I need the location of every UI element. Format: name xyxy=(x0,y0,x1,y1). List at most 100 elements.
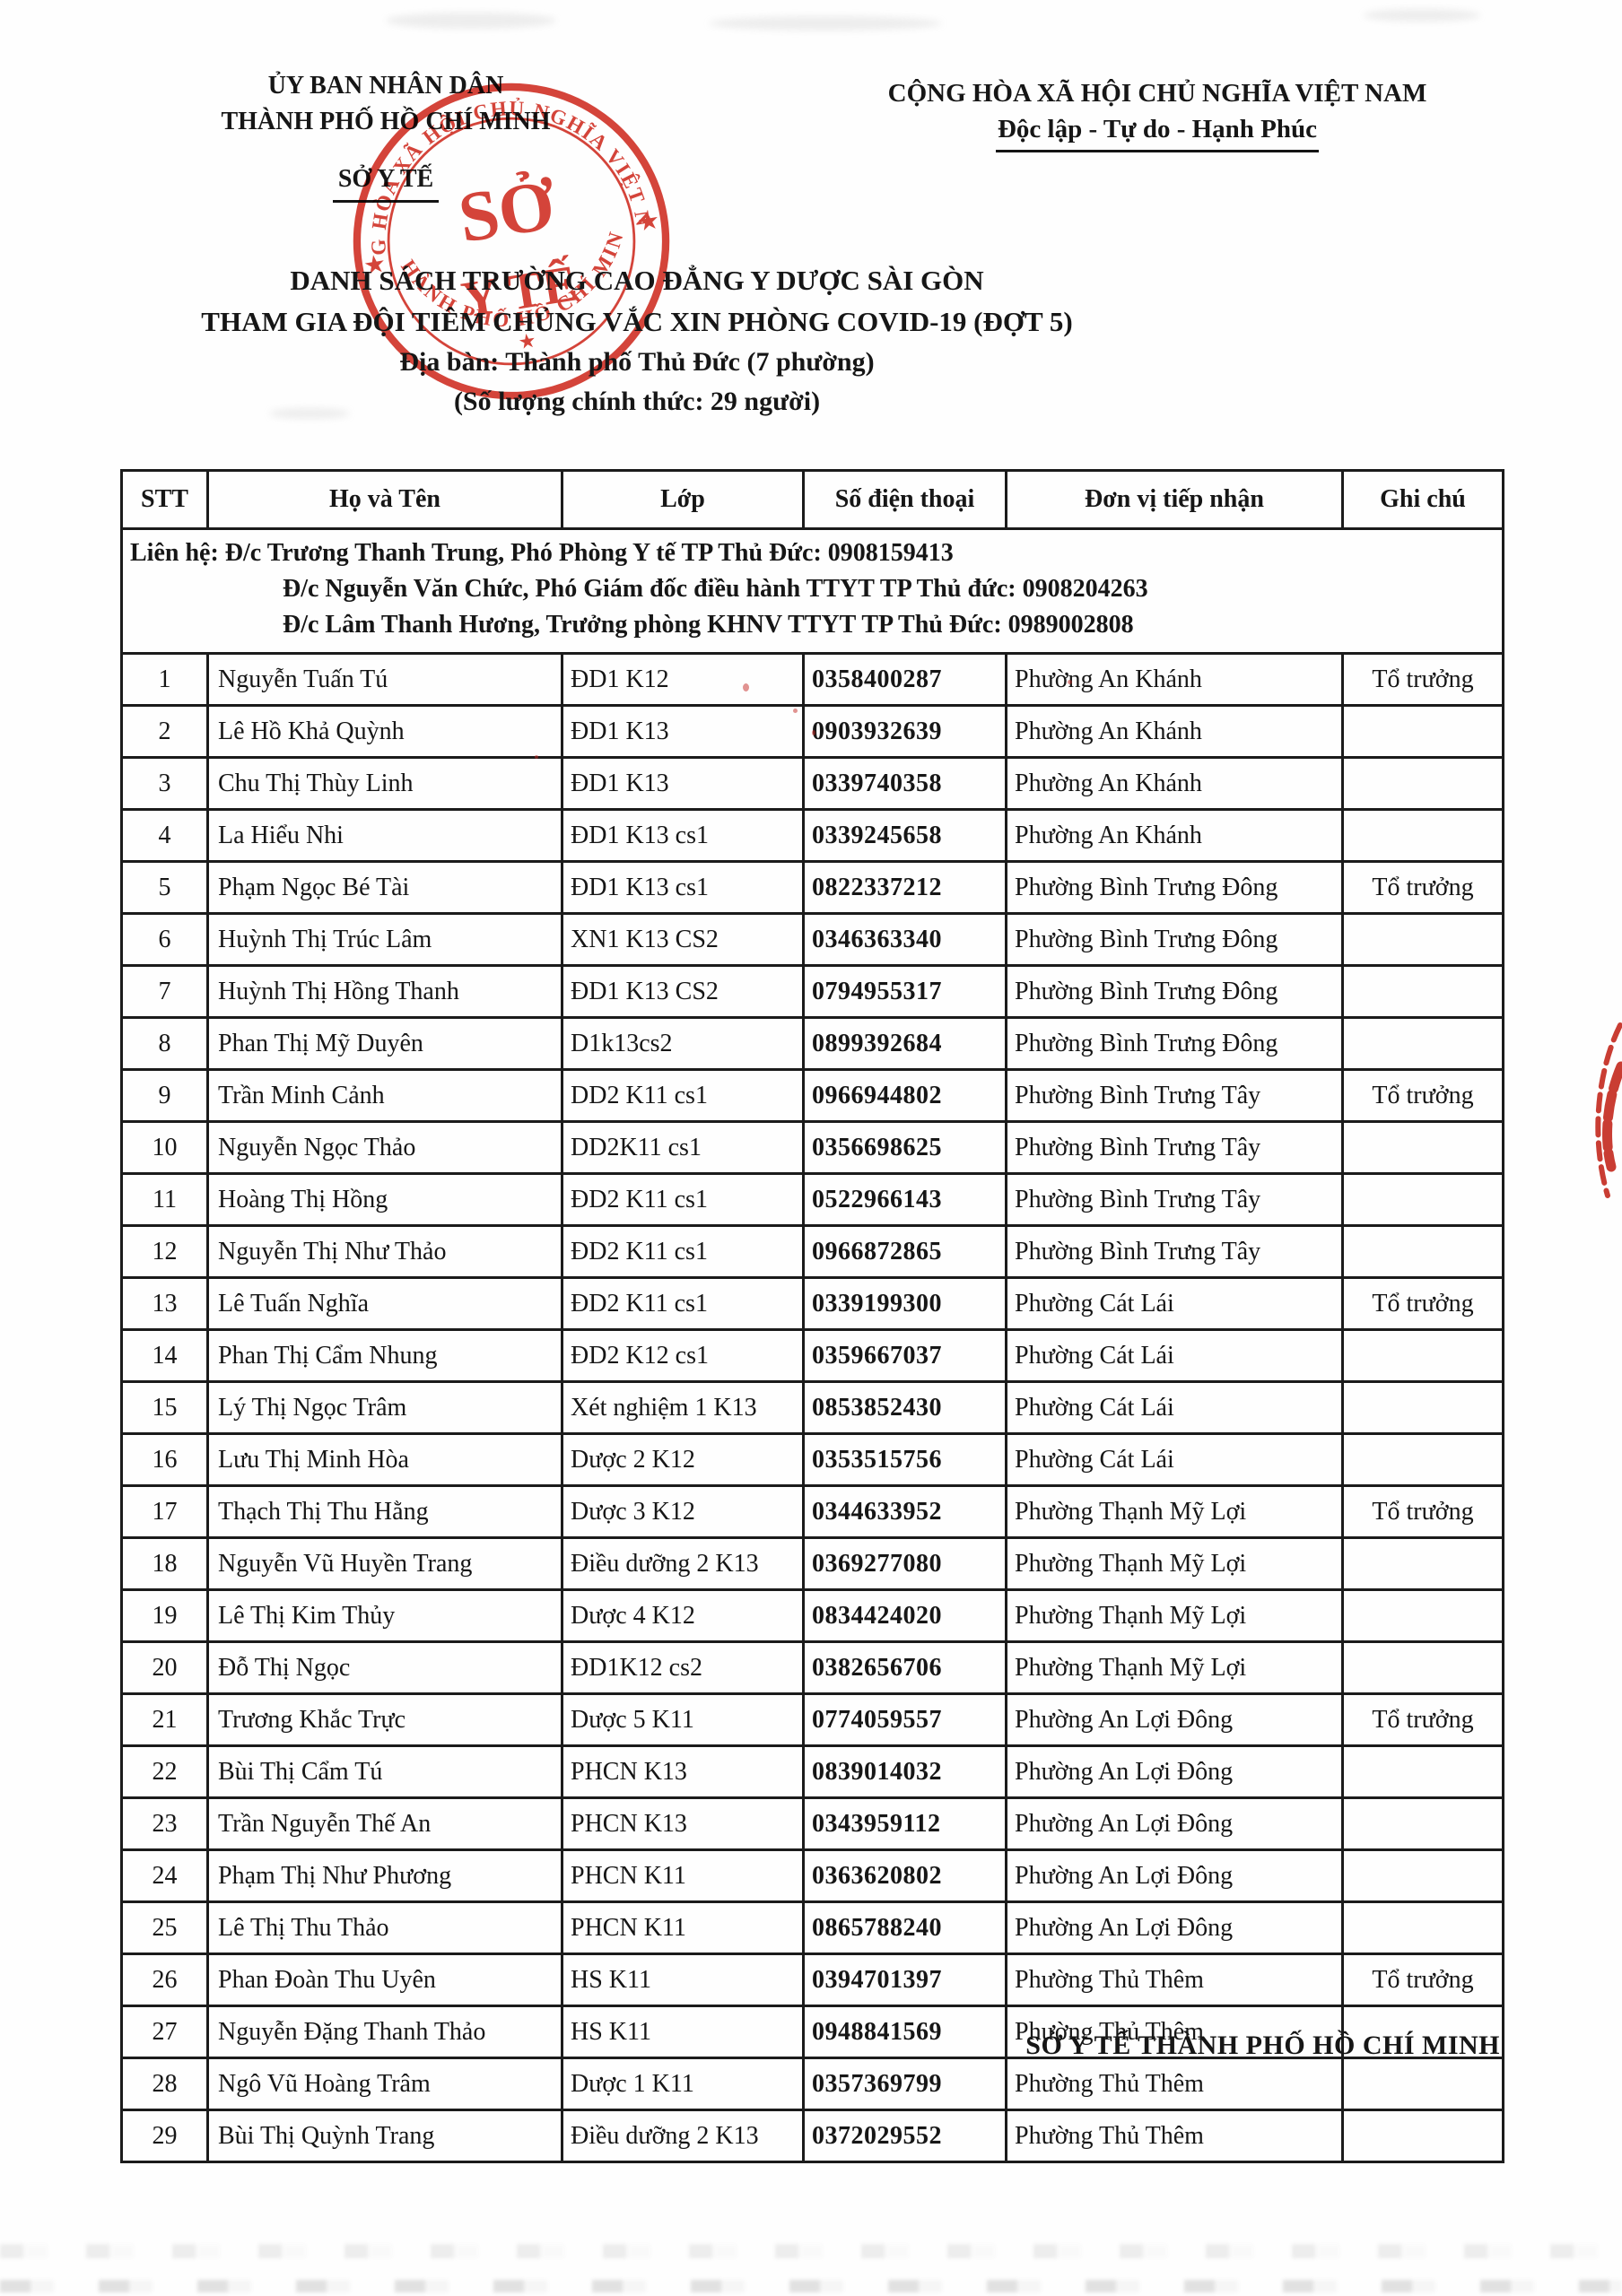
cell-stt: 19 xyxy=(120,1588,209,1643)
table-row: 20 Đỗ Thị Ngọc ĐD1K12 cs2 0382656706 Phường … xyxy=(120,1640,1504,1695)
cell-name: Phan Thị Cẩm Nhung xyxy=(206,1328,563,1383)
table-row: 5 Phạm Ngọc Bé Tài ĐD1 K13 cs1 0822337212 Ph… xyxy=(120,860,1504,915)
table-row: 9 Trần Minh Cảnh DD2 K11 cs1 0966944802 Phườ… xyxy=(120,1068,1504,1123)
cell-unit: Phường Bình Trưng Tây xyxy=(1005,1068,1344,1123)
cell-phone: 0343959112 xyxy=(802,1796,1007,1851)
cell-stt: 24 xyxy=(120,1848,209,1903)
table-row: 1 Nguyễn Tuấn Tú ĐD1 K12 0358400287 Phường A… xyxy=(120,652,1504,707)
cell-unit: Phường An Khánh xyxy=(1005,652,1344,707)
table-row: 21 Trương Khắc Trực Dược 5 K11 0774059557 Ph… xyxy=(120,1692,1504,1747)
cell-note xyxy=(1341,1172,1504,1227)
scan-smudge xyxy=(1364,9,1480,22)
cell-stt: 20 xyxy=(120,1640,209,1695)
cell-unit: Phường Thạnh Mỹ Lợi xyxy=(1005,1640,1344,1695)
cell-name: Nguyễn Đặng Thanh Thảo xyxy=(206,2005,563,2059)
cell-note xyxy=(1341,964,1504,1019)
table-row: 2 Lê Hồ Khả Quỳnh ĐD1 K13 0903932639 Phường … xyxy=(120,704,1504,759)
cell-stt: 29 xyxy=(120,2109,209,2163)
cell-name: Lý Thị Ngọc Trâm xyxy=(206,1380,563,1435)
cell-phone: 0359667037 xyxy=(802,1328,1007,1383)
cell-unit: Phường Thủ Thêm xyxy=(1005,2005,1344,2059)
cell-stt: 27 xyxy=(120,2005,209,2059)
cell-class: Dược 3 K12 xyxy=(561,1484,805,1539)
cell-name: Phan Thị Mỹ Duyên xyxy=(206,1016,563,1071)
table-row: 24 Phạm Thị Như Phương PHCN K11 0363620802 P… xyxy=(120,1848,1504,1903)
issuing-authority-line1: ỦY BAN NHÂN DÂN xyxy=(267,72,504,100)
cell-name: Lê Thị Kim Thủy xyxy=(206,1588,563,1643)
partial-edge-stamp-icon xyxy=(1595,1022,1622,1198)
cell-phone: 0357369799 xyxy=(802,2057,1007,2111)
cell-name: Lê Hồ Khả Quỳnh xyxy=(206,704,563,759)
cell-unit: Phường Bình Trưng Tây xyxy=(1005,1120,1344,1175)
cell-phone: 0394701397 xyxy=(802,1952,1007,2007)
cell-unit: Phường Thạnh Mỹ Lợi xyxy=(1005,1588,1344,1643)
cell-phone: 0834424020 xyxy=(802,1588,1007,1643)
cell-phone: 0899392684 xyxy=(802,1016,1007,1071)
cell-class: ĐD1 K13 cs1 xyxy=(561,860,805,915)
cell-stt: 25 xyxy=(120,1900,209,1955)
cell-note xyxy=(1341,1640,1504,1695)
cell-stt: 17 xyxy=(120,1484,209,1539)
cell-unit: Phường Thạnh Mỹ Lợi xyxy=(1005,1536,1344,1591)
table-row: 27 Nguyễn Đặng Thanh Thảo HS K11 0948841569… xyxy=(120,2005,1504,2059)
cell-note xyxy=(1341,912,1504,967)
cell-name: Huỳnh Thị Trúc Lâm xyxy=(206,912,563,967)
cell-note xyxy=(1341,2057,1504,2111)
contact-info-row: Liên hệ: Đ/c Trương Thanh Trung, Phó Phò… xyxy=(120,527,1504,655)
table-row: 28 Ngô Vũ Hoàng Trâm Dược 1 K11 0357369799 P… xyxy=(120,2057,1504,2111)
cell-unit: Phường Thủ Thêm xyxy=(1005,1952,1344,2007)
cell-class: ĐD1 K13 xyxy=(561,704,805,759)
cell-note: Tổ trưởng xyxy=(1341,1068,1504,1123)
cell-unit: Phường Thủ Thêm xyxy=(1005,2057,1344,2111)
table-row: 29 Bùi Thị Quỳnh Trang Điều dưỡng 2 K13 037… xyxy=(120,2109,1504,2163)
cell-note xyxy=(1341,808,1504,863)
table-row: 6 Huỳnh Thị Trúc Lâm XN1 K13 CS2 0346363340… xyxy=(120,912,1504,967)
cell-class: Dược 4 K12 xyxy=(561,1588,805,1643)
cell-phone: 0353515756 xyxy=(802,1432,1007,1487)
cell-stt: 26 xyxy=(120,1952,209,2007)
letterhead-left: ỦY BAN NHÂN DÂN THÀNH PHỐ HỒ CHÍ MINH SỞ… xyxy=(170,68,601,203)
ink-speck xyxy=(1068,680,1072,684)
cell-unit: Phường Bình Trưng Tây xyxy=(1005,1224,1344,1279)
cell-phone: 0774059557 xyxy=(802,1692,1007,1747)
cell-phone: 0344633952 xyxy=(802,1484,1007,1539)
cell-note xyxy=(1341,704,1504,759)
cell-unit: Phường An Lợi Đông xyxy=(1005,1692,1344,1747)
cell-note xyxy=(1341,1224,1504,1279)
cell-phone: 0966872865 xyxy=(802,1224,1007,1279)
cell-class: PHCN K13 xyxy=(561,1744,805,1799)
cell-phone: 0339245658 xyxy=(802,808,1007,863)
contact-line-2: Đ/c Nguyễn Văn Chức, Phó Giám đốc điều h… xyxy=(283,575,1148,603)
roster-table: STT Họ và Tên Lớp Số điện thoại Đơn vị t… xyxy=(120,469,1504,2163)
col-header-class: Lớp xyxy=(561,469,805,530)
cell-unit: Phường Cát Lái xyxy=(1005,1380,1344,1435)
cell-name: Chu Thị Thùy Linh xyxy=(206,756,563,811)
cell-note xyxy=(1341,1796,1504,1851)
cell-stt: 28 xyxy=(120,2057,209,2111)
cell-phone: 0363620802 xyxy=(802,1848,1007,1903)
table-row: 3 Chu Thị Thùy Linh ĐD1 K13 0339740358 Phườn… xyxy=(120,756,1504,811)
national-motto-line1: CỘNG HÒA XÃ HỘI CHỦ NGHĨA VIỆT NAM xyxy=(887,79,1427,108)
cell-class: HS K11 xyxy=(561,2005,805,2059)
cell-name: Nguyễn Tuấn Tú xyxy=(206,652,563,707)
cell-note xyxy=(1341,1328,1504,1383)
title-line2: THAM GIA ĐỘI TIÊM CHỦNG VẮC XIN PHÒNG CO… xyxy=(201,306,1073,337)
cell-phone: 0839014032 xyxy=(802,1744,1007,1799)
cell-unit: Phường Bình Trưng Tây xyxy=(1005,1172,1344,1227)
cell-class: PHCN K11 xyxy=(561,1900,805,1955)
cell-name: Lưu Thị Minh Hòa xyxy=(206,1432,563,1487)
cell-stt: 12 xyxy=(120,1224,209,1279)
cell-note: Tổ trưởng xyxy=(1341,1276,1504,1331)
cell-phone: 0339740358 xyxy=(802,756,1007,811)
cell-unit: Phường Bình Trưng Đông xyxy=(1005,964,1344,1019)
cell-unit: Phường An Lợi Đông xyxy=(1005,1848,1344,1903)
ink-speck xyxy=(743,683,749,691)
cell-stt: 18 xyxy=(120,1536,209,1591)
cell-unit: Phường Cát Lái xyxy=(1005,1432,1344,1487)
issuing-authority-line2: THÀNH PHỐ HỒ CHÍ MINH xyxy=(221,108,551,135)
stamp-star-right-icon: ★ xyxy=(635,206,661,238)
table-row: 22 Bùi Thị Cẩm Tú PHCN K13 0839014032 Phường… xyxy=(120,1744,1504,1799)
footer-signature: SỞ Y TẾ THÀNH PHỐ HỒ CHÍ MINH xyxy=(1025,2031,1500,2060)
cell-class: Điều dưỡng 2 K13 xyxy=(561,2109,805,2163)
cell-note xyxy=(1341,1848,1504,1903)
